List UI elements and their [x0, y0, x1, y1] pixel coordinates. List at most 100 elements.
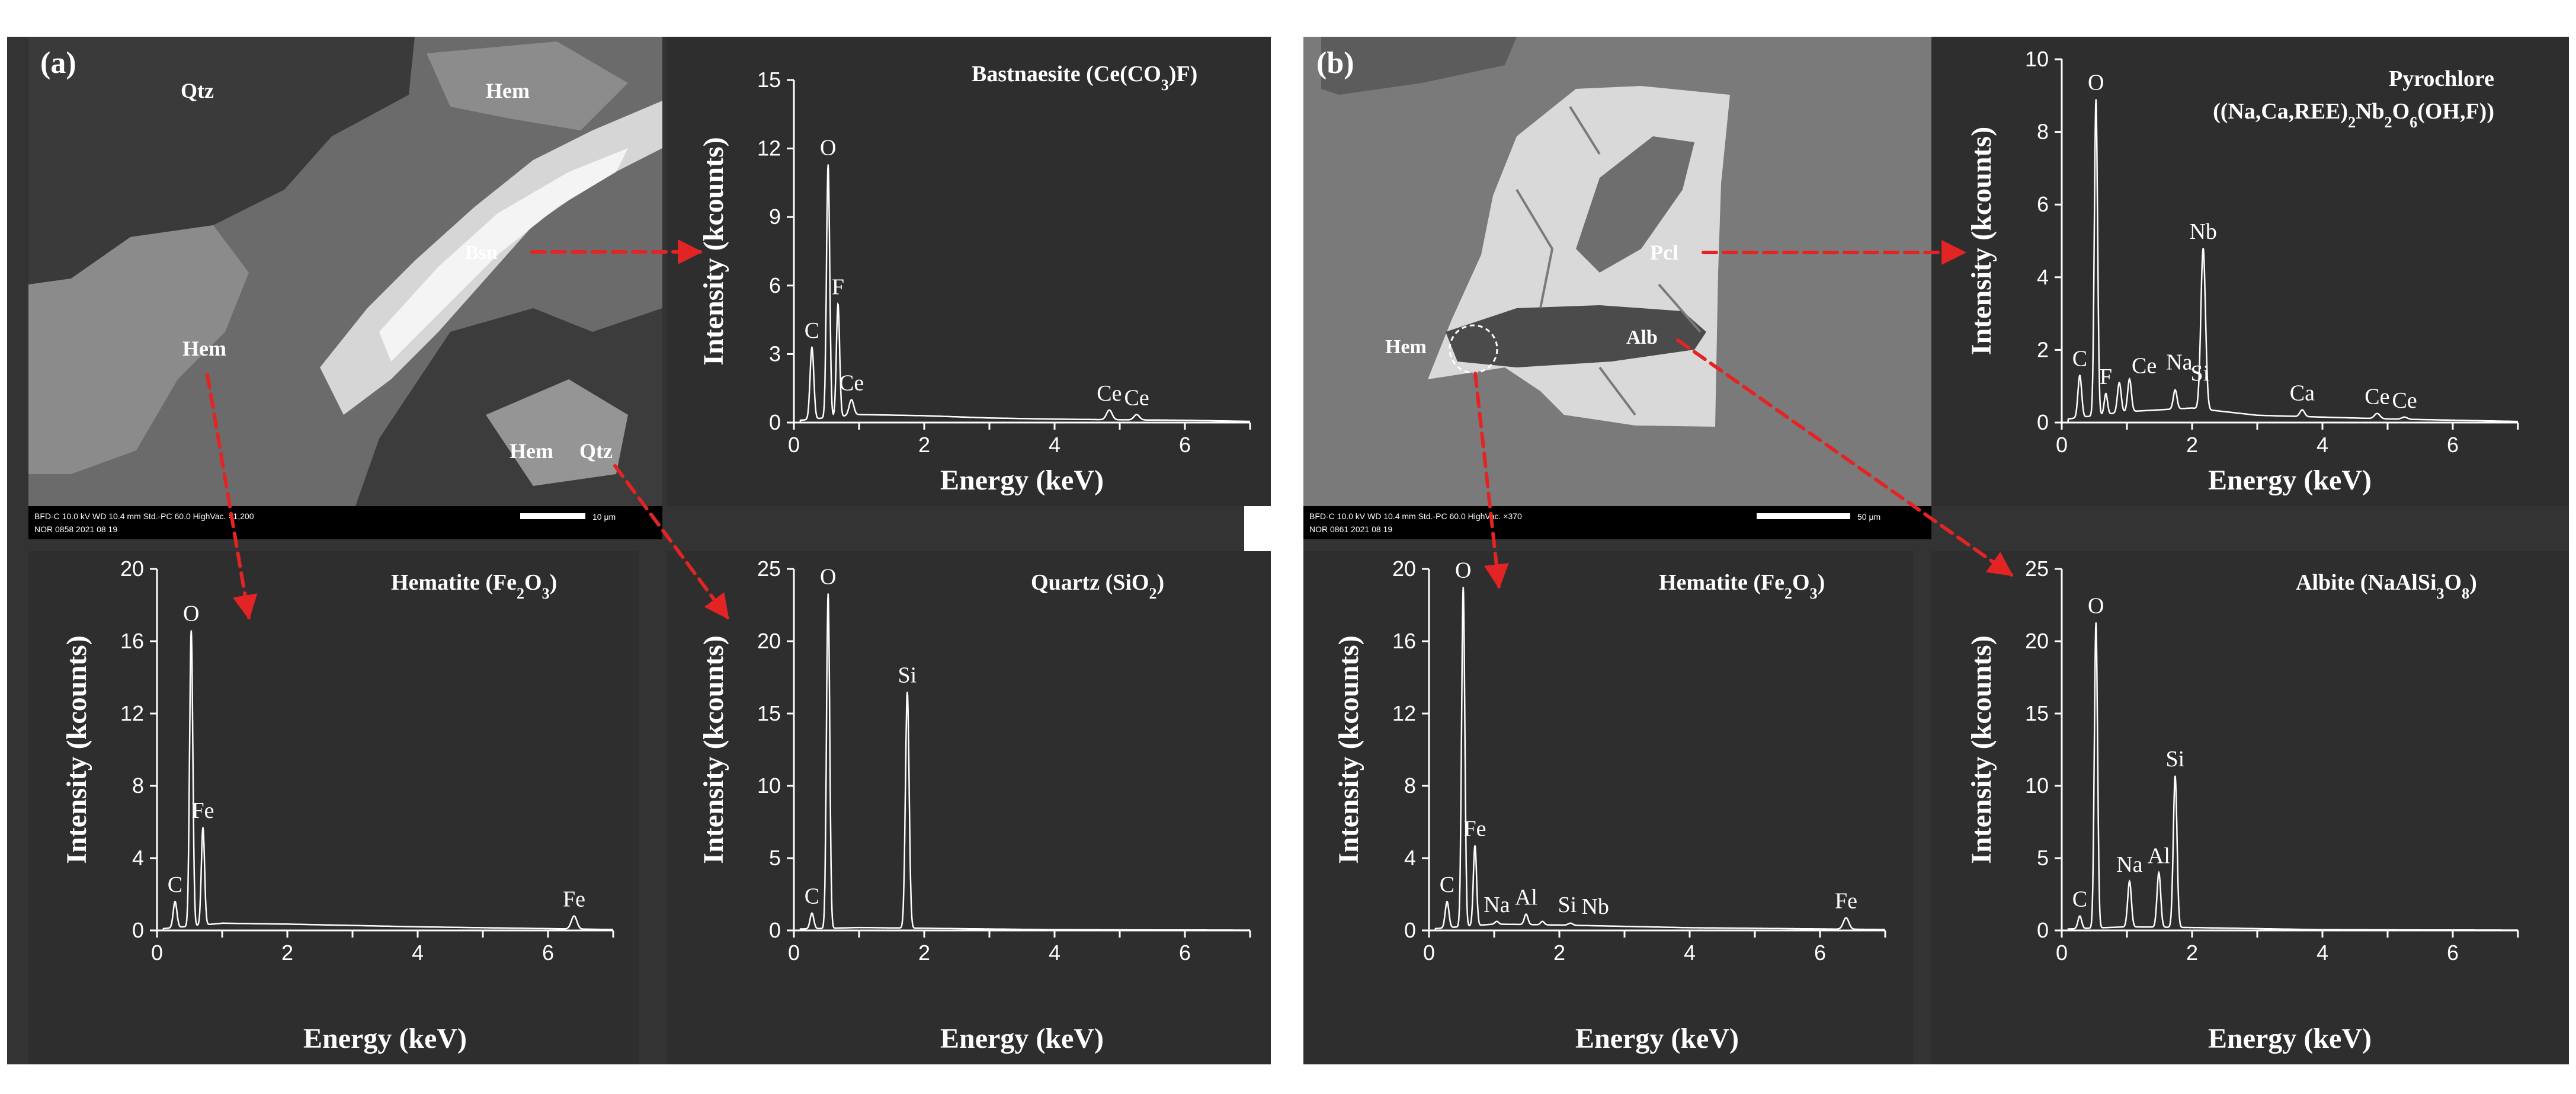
pyrochlore-peak-label: Ce	[2132, 354, 2157, 379]
quartz-peak-label: O	[820, 564, 836, 589]
quartz-peak-label: C	[805, 884, 819, 909]
panel-a-label: (a)	[40, 46, 76, 80]
hematite-a-peak-label: C	[168, 872, 182, 897]
pyrochlore-y-tick-label: 0	[2037, 410, 2049, 434]
sem-a-label-qtz: Qtz	[181, 79, 214, 103]
sem-a-hematite-gray-region-2	[427, 41, 628, 130]
bastnaesite-y-tick-label: 3	[769, 341, 781, 366]
hematite-b-background	[1303, 551, 1914, 1064]
pyrochlore-title-name: Pyrochlore	[2389, 66, 2494, 91]
pyrochlore-x-tick-label: 6	[2447, 433, 2459, 457]
sem-a-scale-label: 10 μm	[592, 512, 616, 522]
bastnaesite-x-tick-label: 4	[1049, 433, 1060, 457]
bastnaesite-x-tick-label: 2	[918, 433, 930, 457]
quartz-y-tick-label: 10	[757, 773, 781, 798]
hematite-a-spectrum-line	[157, 630, 613, 932]
quartz-title: Quartz (SiO2)	[1031, 570, 1164, 602]
hematite-a-y-axis-title: Intensity (kcounts)	[61, 635, 92, 863]
albite-y-tick-label: 5	[2037, 846, 2049, 870]
hematite-b-peak-label: Na	[1484, 893, 1510, 917]
hematite-b-peak-label: Nb	[1581, 894, 1609, 919]
pyrochlore-peak-label: Ca	[2290, 381, 2315, 406]
albite-peak-label: O	[2088, 593, 2104, 618]
hematite-a-x-tick-label: 4	[412, 941, 424, 965]
sem-b-cracks	[1516, 105, 1702, 416]
hematite-b-title: Hematite (Fe2O3)	[1659, 570, 1825, 602]
pyrochlore-y-tick-label: 6	[2037, 192, 2049, 216]
bastnaesite-peak-label: F	[832, 275, 844, 300]
pyrochlore-peak-label: O	[2088, 70, 2104, 95]
bastnaesite-y-tick-label: 15	[757, 68, 781, 92]
pyrochlore-y-axis-title: Intensity (kcounts)	[1966, 127, 1997, 355]
pyrochlore-peak-label: Si	[2191, 361, 2210, 386]
albite-peak-label: C	[2072, 887, 2087, 912]
quartz-x-axis-title: Energy (keV)	[940, 1023, 1104, 1054]
pyrochlore-title-formula: ((Na,Ca,REE)2Nb2O6(OH,F))	[2213, 99, 2494, 131]
albite-title: Albite (NaAlSi3O8)	[2296, 570, 2477, 602]
sem-a-hematite-gray-region	[28, 225, 249, 474]
albite-peak-label: Si	[2166, 747, 2185, 772]
hematite-a-x-tick-label: 0	[151, 941, 163, 965]
bastnaesite-peak-label: O	[820, 136, 836, 161]
hematite-b-peak-label: Si	[1558, 893, 1577, 917]
hematite-a-y-tick-label: 20	[120, 556, 144, 581]
sem-b-hematite-albite-band	[1446, 305, 1706, 367]
bastnaesite-peak-label: C	[805, 318, 819, 343]
sem-a-label-bsn: Bsn	[465, 242, 498, 264]
hematite-b-y-tick-label: 4	[1404, 846, 1416, 870]
bastnaesite-x-tick-label: 0	[788, 433, 800, 457]
sem-b-label-hem: Hem	[1385, 336, 1427, 358]
albite-x-tick-label: 6	[2447, 941, 2459, 965]
chart-bastnaesite: 0 2 4 6 0 3 6 9 12 15 Energy (keV) Intensity (kcoun…	[667, 37, 1271, 506]
panel-b-sem-image: BFD-C 10.0 kV WD 10.4 mm Std.-PC 60.0 Hi…	[1303, 37, 1931, 539]
hematite-b-x-tick-label: 2	[1553, 941, 1565, 965]
sem-b-hematite-circle	[1449, 324, 1498, 374]
bastnaesite-y-tick-label: 0	[769, 410, 781, 434]
panel-a-sem-image: BFD-C 10.0 kV WD 10.4 mm Std.-PC 60.0 Hi…	[28, 37, 662, 539]
sem-b-databar-line2: NOR 0861 2021 08 19	[1309, 524, 1392, 534]
chart-hematite-b: 0 2 4 6 0 4 8 12 16 20 Energy (keV) Intensity (kcou…	[1303, 551, 1914, 1064]
sem-a-quartz-dark-region	[28, 37, 415, 284]
hematite-a-x-tick-label: 6	[542, 941, 554, 965]
hematite-b-peak-label: Fe	[1464, 817, 1486, 842]
sem-a-databar-line1: BFD-C 10.0 kV WD 10.4 mm Std.-PC 60.0 Hi…	[34, 511, 254, 521]
hematite-a-x-tick-label: 2	[281, 941, 293, 965]
hematite-b-spectrum-line	[1429, 587, 1885, 932]
sem-b-scale-label: 50 μm	[1857, 512, 1880, 522]
albite-background	[1931, 551, 2569, 1064]
chart-hematite-a: 0 2 4 6 0 4 8 12 16 20 Energy (keV) Intensity (kcou…	[28, 551, 639, 1064]
albite-peak-label: Al	[2148, 843, 2170, 868]
albite-y-tick-label: 15	[2025, 701, 2049, 725]
hematite-b-peak-label: Fe	[1835, 889, 1857, 914]
bastnaesite-peak-label: Ce	[1124, 386, 1149, 411]
pyrochlore-x-axis-title: Energy (keV)	[2208, 465, 2372, 496]
pyrochlore-peak-label: Ce	[2392, 388, 2417, 413]
hematite-a-y-tick-label: 0	[132, 918, 144, 942]
hematite-b-x-axis-title: Energy (keV)	[1575, 1023, 1739, 1054]
quartz-peak-label: Si	[898, 663, 917, 687]
hematite-b-y-tick-label: 16	[1392, 629, 1416, 653]
pyrochlore-background	[1931, 37, 2569, 506]
albite-spectrum-line	[2062, 622, 2518, 932]
quartz-y-tick-label: 0	[769, 918, 781, 942]
sem-a-label-hem: Hem	[486, 79, 530, 103]
chart-albite: 0 2 4 6 0 5 10 15 20 25 Energy (keV) Intensity (kco…	[1931, 551, 2569, 1064]
hematite-a-y-tick-label: 16	[120, 629, 144, 653]
sem-b-pyrochlore-inner-dark	[1576, 136, 1694, 273]
albite-x-tick-label: 4	[2317, 941, 2328, 965]
bastnaesite-y-tick-label: 12	[757, 136, 781, 161]
bastnaesite-y-tick-label: 9	[769, 204, 781, 229]
pyrochlore-y-tick-label: 10	[2025, 47, 2049, 71]
hematite-b-y-tick-label: 12	[1392, 701, 1416, 725]
hematite-b-x-tick-label: 6	[1814, 941, 1826, 965]
bastnaesite-y-axis-title: Intensity (kcounts)	[698, 137, 729, 365]
hematite-b-peak-label: C	[1440, 872, 1454, 897]
panel-b-label: (b)	[1316, 46, 1354, 80]
sem-a-scale-bar	[520, 513, 585, 519]
albite-y-tick-label: 0	[2037, 918, 2049, 942]
pyrochlore-peak-label: Na	[2166, 350, 2192, 375]
chart-quartz: 0 2 4 6 0 5 10 15 20 25 Energy (keV) Intensity (kco…	[667, 551, 1271, 1064]
sem-a-label-hem-3: Hem	[510, 439, 553, 463]
hematite-b-peak-label: O	[1455, 558, 1471, 583]
